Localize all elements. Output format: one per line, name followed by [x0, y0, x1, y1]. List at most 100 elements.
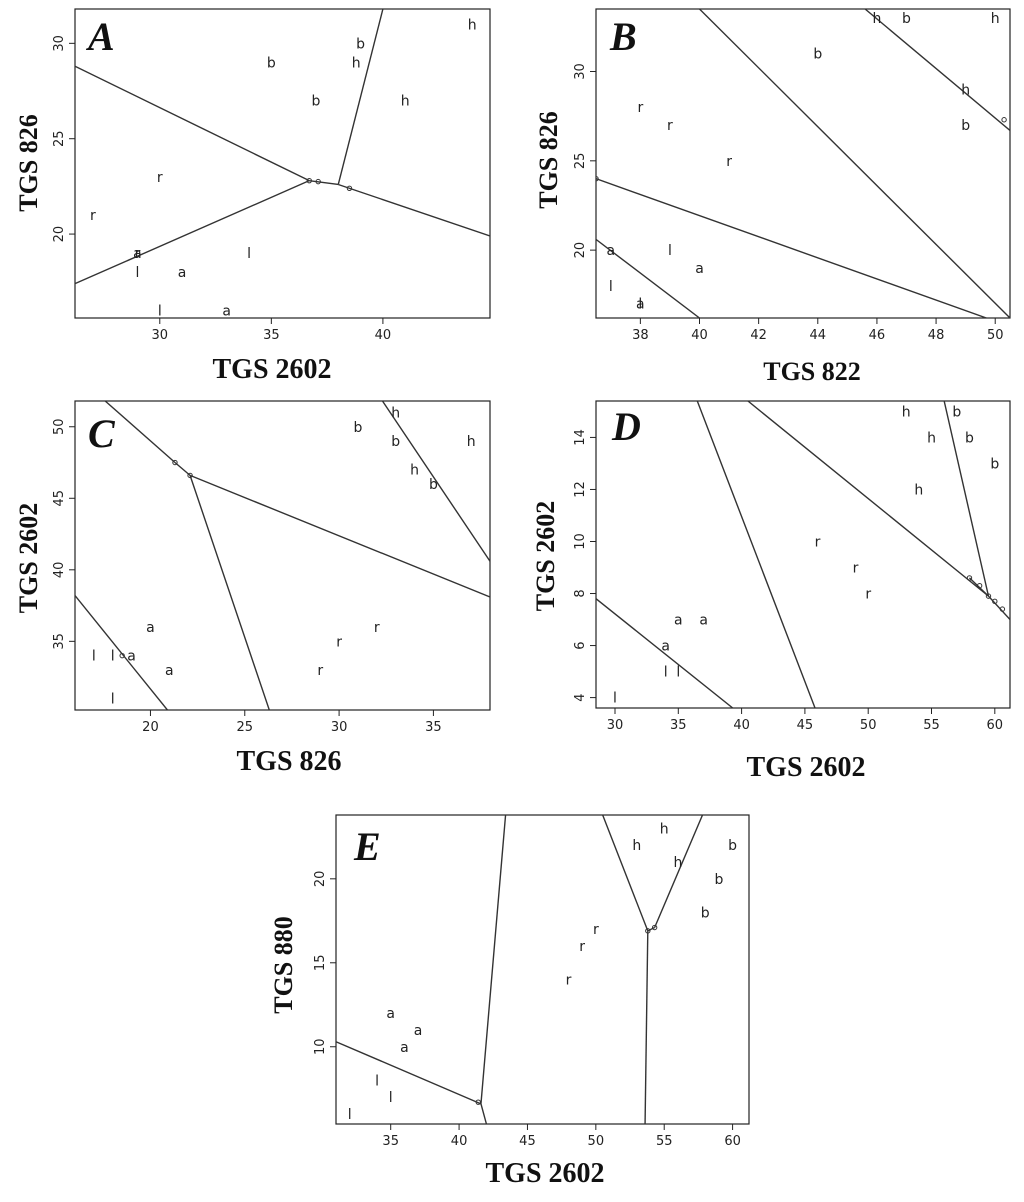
x-tick-label: 50 [987, 328, 1004, 343]
y-axis-title: TGS 826 [14, 114, 43, 212]
point-l: l [348, 1107, 352, 1123]
boundary-line [381, 401, 490, 562]
x-tick-label: 35 [263, 328, 280, 343]
boundary-line [309, 179, 339, 186]
x-tick-label: 20 [142, 720, 159, 735]
panel-label: C [88, 411, 116, 456]
boundary-line [747, 401, 989, 597]
x-axis-title: TGS 2602 [746, 752, 865, 783]
point-r: r [667, 118, 673, 134]
boundary-line [653, 815, 704, 928]
point-r: r [566, 973, 572, 989]
plot-frame [595, 400, 1011, 709]
point-r: r [815, 534, 821, 550]
chart-b: 38 40 42 44 46 48 50202530rrraaalllbbbhhhBTGS … [534, 8, 1011, 386]
x-tick-label: 60 [724, 1134, 741, 1149]
point-a: a [636, 297, 645, 313]
point-h: h [467, 434, 476, 450]
point-r: r [579, 939, 585, 955]
point-h: h [391, 405, 400, 421]
y-tick-label: 15 [313, 955, 328, 972]
boundary-vertex [992, 598, 998, 605]
boundary-line [104, 401, 176, 464]
point-a: a [400, 1040, 409, 1056]
boundary-vertex [651, 924, 658, 931]
point-h: h [660, 821, 669, 837]
point-h: h [673, 855, 682, 871]
y-tick-label: 20 [313, 871, 328, 888]
point-r: r [157, 170, 163, 186]
point-b: b [961, 118, 970, 134]
y-tick-label: 4 [573, 693, 588, 701]
point-a: a [695, 261, 704, 277]
y-tick-label: 45 [52, 490, 67, 507]
point-h: h [410, 463, 419, 479]
x-tick-label: 40 [451, 1134, 468, 1149]
point-r: r [853, 561, 859, 577]
y-tick-label: 50 [52, 418, 67, 435]
boundary-vertex [645, 928, 651, 934]
point-l: l [158, 303, 162, 319]
boundary-vertex [966, 575, 973, 581]
boundary-line [336, 1041, 482, 1105]
point-b: b [813, 47, 822, 63]
decision-boundaries [336, 815, 704, 1124]
panel-label: D [611, 404, 641, 449]
panel-label: A [85, 14, 115, 59]
point-a: a [146, 620, 155, 636]
boundary-line [696, 401, 816, 708]
x-axis-title: TGS 826 [236, 746, 341, 777]
point-a: a [222, 303, 231, 319]
point-r: r [135, 246, 141, 262]
point-r: r [637, 100, 643, 116]
boundary-vertex [1001, 117, 1007, 123]
point-r: r [593, 922, 599, 938]
y-tick-label: 6 [573, 641, 588, 649]
point-a: a [178, 265, 187, 281]
x-tick-label: 25 [236, 720, 253, 735]
point-l: l [247, 246, 251, 262]
plot-frame [595, 8, 1011, 319]
point-h: h [927, 430, 936, 446]
point-b: b [952, 404, 961, 420]
x-tick-label: 35 [670, 718, 687, 733]
x-tick-label: 50 [860, 718, 877, 733]
boundary-line [647, 926, 655, 932]
point-a: a [606, 243, 615, 259]
point-r: r [726, 154, 732, 170]
boundary-line [596, 178, 987, 318]
y-tick-label: 20 [573, 242, 588, 259]
y-tick-label: 30 [52, 35, 67, 52]
boundary-vertex [999, 606, 1006, 612]
y-axis-title: TGS 2602 [14, 503, 43, 614]
boundary-vertex [119, 652, 125, 659]
decision-boundaries [75, 401, 490, 710]
boundary-line [943, 401, 990, 597]
point-b: b [356, 36, 365, 52]
boundary-line [596, 238, 700, 318]
x-tick-label: 48 [928, 328, 945, 343]
x-tick-label: 38 [632, 328, 649, 343]
point-a: a [661, 639, 670, 655]
boundary-line [189, 474, 490, 598]
x-tick-label: 45 [797, 718, 814, 733]
point-l: l [92, 649, 96, 665]
point-l: l [668, 243, 672, 259]
x-axis-title: TGS 822 [763, 357, 861, 386]
panel-label: B [609, 14, 637, 59]
boundary-line [337, 9, 384, 185]
boundary-line [75, 595, 168, 710]
point-r: r [90, 208, 96, 224]
boundary-vertex [985, 593, 992, 599]
point-l: l [375, 1073, 379, 1089]
boundary-line [864, 9, 1010, 131]
boundary-vertex [187, 472, 193, 479]
x-axis-title: TGS 2602 [485, 1158, 604, 1189]
boundary-vertex [346, 185, 353, 191]
point-a: a [386, 1006, 395, 1022]
point-l: l [136, 265, 140, 281]
y-tick-label: 30 [573, 63, 588, 80]
decision-boundaries [596, 401, 1010, 708]
